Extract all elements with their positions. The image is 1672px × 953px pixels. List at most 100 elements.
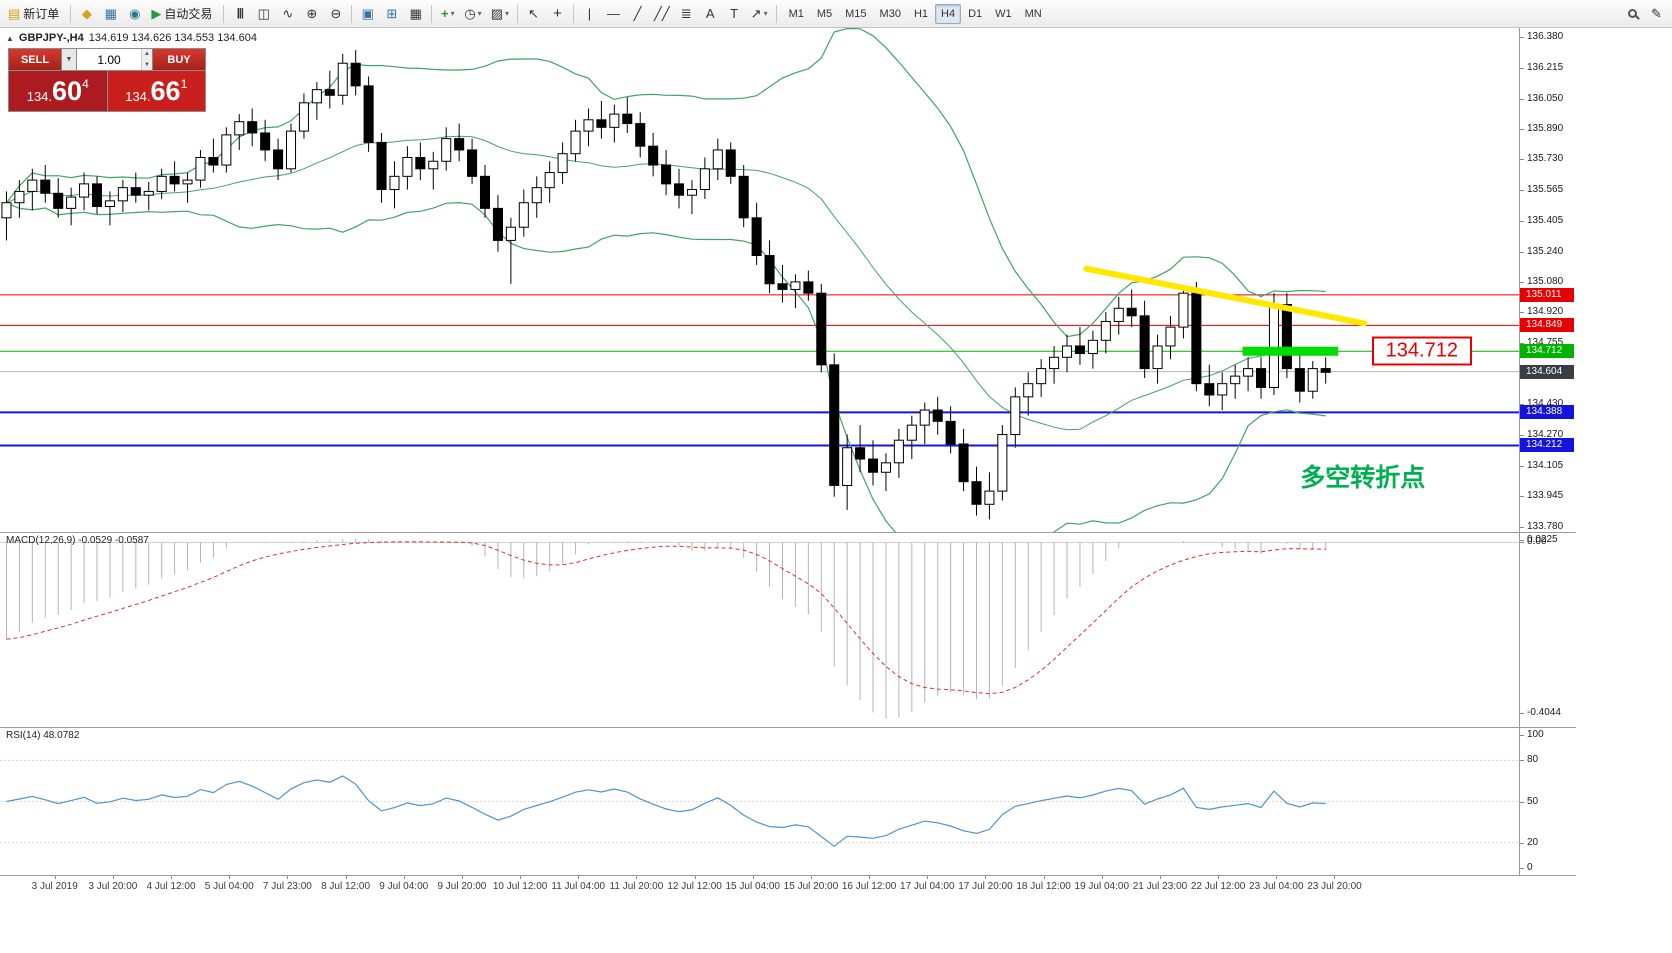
annotation-text: 多空转折点: [1300, 464, 1426, 493]
axis-tick-label: 133.780: [1527, 520, 1564, 532]
time-label: 18 Jul 12:00: [1016, 881, 1071, 892]
arrange-windows-button[interactable]: ⊞: [380, 3, 403, 25]
axis-tick-label: 136.215: [1527, 61, 1564, 73]
axis-tick-mark: [1520, 404, 1524, 406]
periods-clock-icon: ◷: [464, 6, 476, 21]
axis-tick-mark: [1520, 67, 1524, 69]
cursor-button[interactable]: ↖: [522, 3, 545, 25]
axis-tick-mark: [1520, 129, 1524, 131]
chart-line-button[interactable]: ∿: [276, 3, 299, 25]
macd-panel[interactable]: MACD(12,26,9) -0.0529 -0.0587: [0, 533, 1520, 728]
horizontal-line-icon: —: [607, 6, 620, 21]
text-label-button[interactable]: T: [723, 3, 746, 25]
grid-button[interactable]: ▦: [404, 3, 427, 25]
axis-tick-label: 133.945: [1527, 489, 1564, 501]
volume-up-button[interactable]: ▲: [142, 49, 152, 60]
search-button[interactable]: [1621, 3, 1644, 25]
axis-tick-label: 135.405: [1527, 214, 1564, 226]
time-tick-mark: [403, 876, 405, 879]
sell-price-sup: 4: [82, 77, 89, 91]
arrows-button[interactable]: ↗ ▾: [747, 3, 772, 25]
rsi-canvas[interactable]: [0, 728, 1519, 875]
fibonacci-icon: ≣: [680, 6, 692, 21]
price-axis-main[interactable]: 136.380 136.215 136.050 135.890 135.730 135.5…: [1520, 28, 1576, 533]
new-order-button[interactable]: ▤ 新订单: [4, 3, 66, 25]
volume-field: ▲ ▼: [77, 49, 152, 70]
timeframe-H1[interactable]: H1: [913, 7, 929, 20]
rsi-panel[interactable]: RSI(14) 48.0782: [0, 728, 1520, 876]
indicators-button[interactable]: + ▾: [436, 3, 459, 25]
volume-dropdown-button[interactable]: ▼: [62, 49, 76, 70]
edit-button[interactable]: ✎: [1645, 3, 1668, 25]
main-chart-panel[interactable]: ▲ GBPJPY-,H4 134.619 134.626 134.553 134…: [0, 28, 1520, 533]
bar-chart-icon: |||: [236, 7, 244, 19]
templates-button[interactable]: ▨ ▾: [487, 3, 513, 25]
grid-icon: ▦: [409, 6, 422, 21]
timeframe-M15[interactable]: M15: [845, 7, 867, 20]
chart-candles-button[interactable]: ◫: [252, 3, 275, 25]
timeframe-MN[interactable]: MN: [1024, 7, 1042, 20]
timeframe-D1[interactable]: D1: [968, 7, 983, 20]
navigator-button[interactable]: ◉: [123, 3, 146, 25]
buy-price-display[interactable]: 134. 66 1: [107, 71, 205, 111]
tile-windows-button[interactable]: ▣: [356, 3, 379, 25]
price-line-label: 135.011: [1520, 287, 1574, 302]
navigator-icon: ◉: [129, 6, 141, 21]
timeframe-H4[interactable]: H4: [935, 3, 962, 24]
trendline-icon: ╱: [633, 6, 642, 21]
time-tick-mark: [345, 876, 347, 879]
time-tick-mark: [1218, 876, 1220, 879]
text-button[interactable]: A: [699, 3, 722, 25]
time-tick-mark: [1101, 876, 1103, 879]
sell-button[interactable]: SELL: [9, 49, 61, 70]
macd-header: MACD(12,26,9) -0.0529 -0.0587: [6, 535, 149, 546]
time-label: 7 Jul 23:00: [262, 881, 312, 892]
volume-spinner: ▲ ▼: [141, 49, 152, 70]
time-axis[interactable]: 3 Jul 2019 3 Jul 20:00 4 Jul 12:00 5 Jul 04…: [0, 876, 1520, 898]
time-tick-mark: [810, 876, 812, 879]
vertical-line-icon: |: [587, 6, 592, 21]
periods-button[interactable]: ◷ ▾: [460, 3, 485, 25]
time-tick-mark: [461, 876, 463, 879]
trendline-button[interactable]: ╱: [626, 3, 649, 25]
time-tick-mark: [927, 876, 929, 879]
price-axis-column[interactable]: 136.380 136.215 136.050 135.890 135.730 135.5…: [1520, 28, 1576, 953]
toolbar-separator: [517, 4, 518, 23]
data-window-button[interactable]: ▦: [99, 3, 122, 25]
time-tick-mark: [578, 876, 580, 879]
sell-price-display[interactable]: 134. 60 4: [9, 71, 107, 111]
market-watch-button[interactable]: ◆: [75, 3, 98, 25]
price-line-label: 134.712: [1520, 344, 1574, 359]
timeframe-M30[interactable]: M30: [879, 7, 901, 20]
timeframe-W1[interactable]: W1: [995, 7, 1012, 20]
timeframe-M1[interactable]: M1: [788, 7, 804, 20]
axis-tick-label: 136.050: [1527, 93, 1564, 105]
volume-down-button[interactable]: ▼: [142, 59, 152, 70]
arrow-tools-icon: ↗: [750, 6, 762, 21]
timeframe-M5[interactable]: M5: [816, 7, 833, 20]
arrange-windows-icon: ⊞: [386, 6, 398, 21]
time-label: 17 Jul 20:00: [958, 881, 1013, 892]
axis-tick-label: 134.920: [1527, 306, 1564, 318]
channel-button[interactable]: ╱╱: [650, 3, 674, 25]
volume-input[interactable]: [77, 49, 141, 70]
horizontal-line-button[interactable]: —: [602, 3, 625, 25]
time-label: 23 Jul 04:00: [1249, 881, 1304, 892]
zoom-in-button[interactable]: ⊕: [300, 3, 323, 25]
zoom-out-button[interactable]: ⊖: [324, 3, 347, 25]
crosshair-button[interactable]: +: [546, 3, 569, 25]
macd-canvas[interactable]: [0, 533, 1519, 727]
autotrading-button[interactable]: ▶ 自动交易: [147, 3, 219, 25]
vertical-line-button[interactable]: |: [578, 3, 601, 25]
time-label: 10 Jul 12:00: [492, 881, 548, 892]
search-icon: [1628, 9, 1637, 18]
axis-tick-label: 0.0225: [1527, 534, 1558, 545]
chart-bars-button[interactable]: |||: [228, 3, 251, 25]
fibonacci-button[interactable]: ≣: [675, 3, 698, 25]
axis-tick-label: 135.080: [1527, 275, 1564, 287]
right-filler: [1576, 28, 1672, 953]
toolbar-separator: [573, 4, 574, 23]
buy-button[interactable]: BUY: [153, 49, 205, 70]
main-chart-canvas[interactable]: [0, 28, 1519, 532]
axis-tick-label: 80: [1527, 754, 1539, 766]
